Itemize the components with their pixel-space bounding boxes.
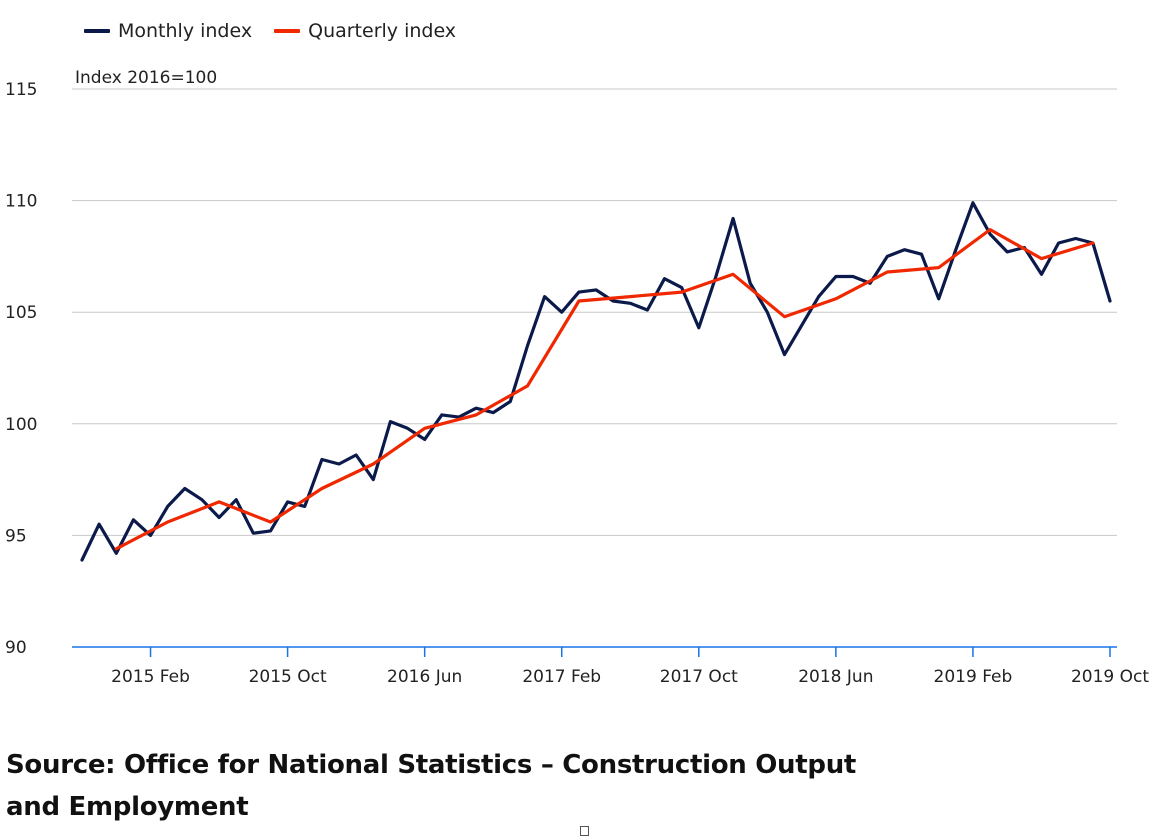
y-tick-label: 90 [5, 638, 27, 658]
x-tick-label: 2019 Feb [934, 667, 1013, 687]
y-tick-label: 110 [5, 192, 37, 212]
y-tick-label: 95 [5, 526, 27, 546]
x-tick-label: 2017 Oct [660, 667, 738, 687]
x-tick-label: 2015 Oct [249, 667, 327, 687]
line-chart: 90 95 100 105 110 115 2015 Feb 2015 Oct 2016 Jun… [5, 68, 1149, 687]
legend-swatch-monthly [84, 29, 110, 33]
source-note: Source: Office for National Statistics –… [6, 750, 857, 822]
x-tick-label: 2019 Oct [1071, 667, 1149, 687]
axes: 90 95 100 105 110 115 2015 Feb 2015 Oct 2016 Jun… [5, 80, 1149, 687]
x-tick-label: 2017 Feb [522, 667, 601, 687]
legend-label-monthly: Monthly index [118, 20, 253, 42]
legend-swatch-quarterly [274, 29, 301, 33]
y-axis-label: Index 2016=100 [75, 68, 217, 88]
legend: Monthly index Quarterly index [84, 20, 456, 42]
legend-item-monthly: Monthly index [84, 20, 252, 42]
legend-item-quarterly: Quarterly index [274, 20, 456, 42]
cursor-marker [580, 826, 589, 836]
y-tick-label: 100 [5, 415, 37, 435]
x-tick-label: 2016 Jun [387, 667, 462, 687]
y-tick-label: 105 [5, 303, 37, 323]
gridlines [72, 88, 1117, 536]
series-line-monthly [80, 201, 1112, 562]
y-tick-label: 115 [5, 80, 37, 100]
series-lines [80, 201, 1112, 562]
legend-label-quarterly: Quarterly index [308, 20, 457, 42]
x-tick-label: 2018 Jun [798, 667, 873, 687]
x-tick-label: 2015 Feb [111, 667, 190, 687]
series-line-quarterly [114, 228, 1095, 551]
